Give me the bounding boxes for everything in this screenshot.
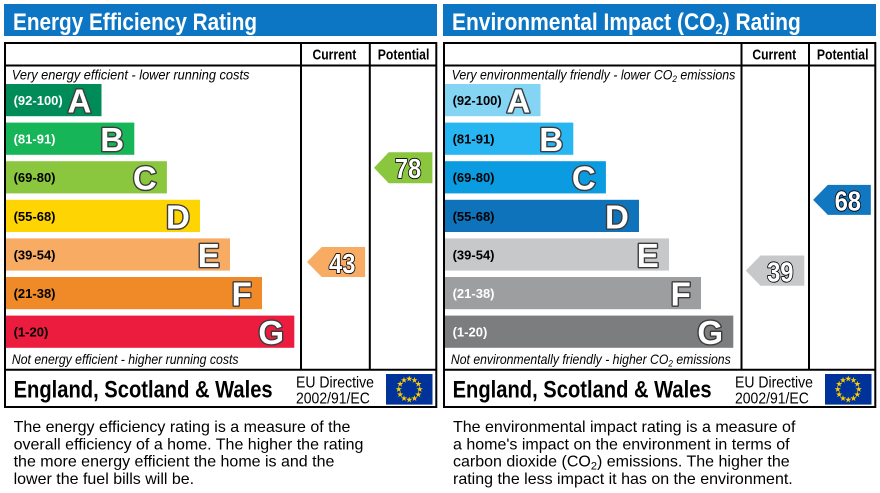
svg-text:Very environmentally friendly: Very environmentally friendly - lower CO… bbox=[452, 67, 736, 84]
svg-text:68: 68 bbox=[835, 185, 861, 217]
svg-text:Potential: Potential bbox=[817, 46, 869, 62]
svg-text:39: 39 bbox=[767, 255, 793, 287]
svg-text:(55-68): (55-68) bbox=[14, 209, 56, 224]
svg-text:A: A bbox=[506, 83, 530, 120]
svg-text:(55-68): (55-68) bbox=[453, 209, 495, 224]
svg-text:2002/91/EC: 2002/91/EC bbox=[735, 391, 809, 408]
svg-text:2002/91/EC: 2002/91/EC bbox=[296, 391, 370, 408]
svg-text:(39-54): (39-54) bbox=[14, 247, 56, 262]
svg-text:the more energy efficient the: the more energy efficient the home is an… bbox=[14, 454, 335, 471]
svg-text:Very energy efficient - lower: Very energy efficient - lower running co… bbox=[12, 67, 250, 82]
svg-text:78: 78 bbox=[395, 152, 421, 184]
svg-text:Energy Efficiency Rating: Energy Efficiency Rating bbox=[13, 9, 257, 36]
svg-text:England, Scotland & Wales: England, Scotland & Wales bbox=[453, 376, 712, 403]
svg-text:C: C bbox=[572, 160, 596, 197]
svg-text:(21-38): (21-38) bbox=[14, 286, 56, 301]
svg-text:A: A bbox=[67, 83, 91, 120]
svg-text:lower the fuel bills will be.: lower the fuel bills will be. bbox=[14, 471, 195, 488]
svg-text:(81-91): (81-91) bbox=[453, 132, 495, 147]
svg-text:overall efficiency of a home.: overall efficiency of a home. The higher… bbox=[14, 436, 364, 453]
svg-text:(81-91): (81-91) bbox=[14, 132, 56, 147]
svg-text:The energy efficiency rating i: The energy efficiency rating is a measur… bbox=[14, 419, 351, 436]
svg-text:F: F bbox=[232, 276, 252, 313]
svg-text:D: D bbox=[166, 198, 190, 235]
svg-text:England, Scotland & Wales: England, Scotland & Wales bbox=[14, 376, 273, 403]
svg-text:(92-100): (92-100) bbox=[14, 93, 63, 108]
svg-text:(1-20): (1-20) bbox=[453, 325, 488, 340]
svg-text:(1-20): (1-20) bbox=[14, 325, 49, 340]
svg-text:Current: Current bbox=[752, 46, 796, 62]
svg-text:Not energy efficient - higher: Not energy efficient - higher running co… bbox=[12, 351, 239, 367]
svg-text:Current: Current bbox=[312, 46, 356, 62]
svg-text:rating the less impact it has: rating the less impact it has on the env… bbox=[453, 471, 793, 488]
svg-text:(39-54): (39-54) bbox=[453, 247, 495, 262]
svg-text:G: G bbox=[697, 314, 723, 351]
svg-text:carbon dioxide (CO2) emissions: carbon dioxide (CO2) emissions. The high… bbox=[453, 454, 790, 473]
svg-text:EU Directive: EU Directive bbox=[735, 375, 813, 392]
svg-text:(69-80): (69-80) bbox=[14, 170, 56, 185]
svg-text:F: F bbox=[671, 276, 691, 313]
svg-text:E: E bbox=[637, 237, 659, 274]
svg-text:Environmental Impact (CO2) Rat: Environmental Impact (CO2) Rating bbox=[452, 9, 801, 37]
svg-text:43: 43 bbox=[329, 247, 355, 279]
svg-text:B: B bbox=[539, 121, 563, 158]
svg-text:D: D bbox=[605, 198, 629, 235]
svg-text:EU Directive: EU Directive bbox=[296, 375, 374, 392]
svg-text:Not environmentally friendly -: Not environmentally friendly - higher CO… bbox=[451, 351, 731, 368]
svg-text:C: C bbox=[133, 160, 157, 197]
svg-text:(21-38): (21-38) bbox=[453, 286, 495, 301]
svg-text:B: B bbox=[100, 121, 124, 158]
svg-text:(92-100): (92-100) bbox=[453, 93, 502, 108]
svg-text:(69-80): (69-80) bbox=[453, 170, 495, 185]
svg-text:G: G bbox=[258, 314, 284, 351]
svg-text:The environmental impact ratin: The environmental impact rating is a mea… bbox=[453, 419, 796, 436]
svg-text:Potential: Potential bbox=[378, 46, 430, 62]
svg-text:E: E bbox=[198, 237, 220, 274]
svg-text:a home's impact on the environ: a home's impact on the environment in te… bbox=[453, 436, 790, 453]
